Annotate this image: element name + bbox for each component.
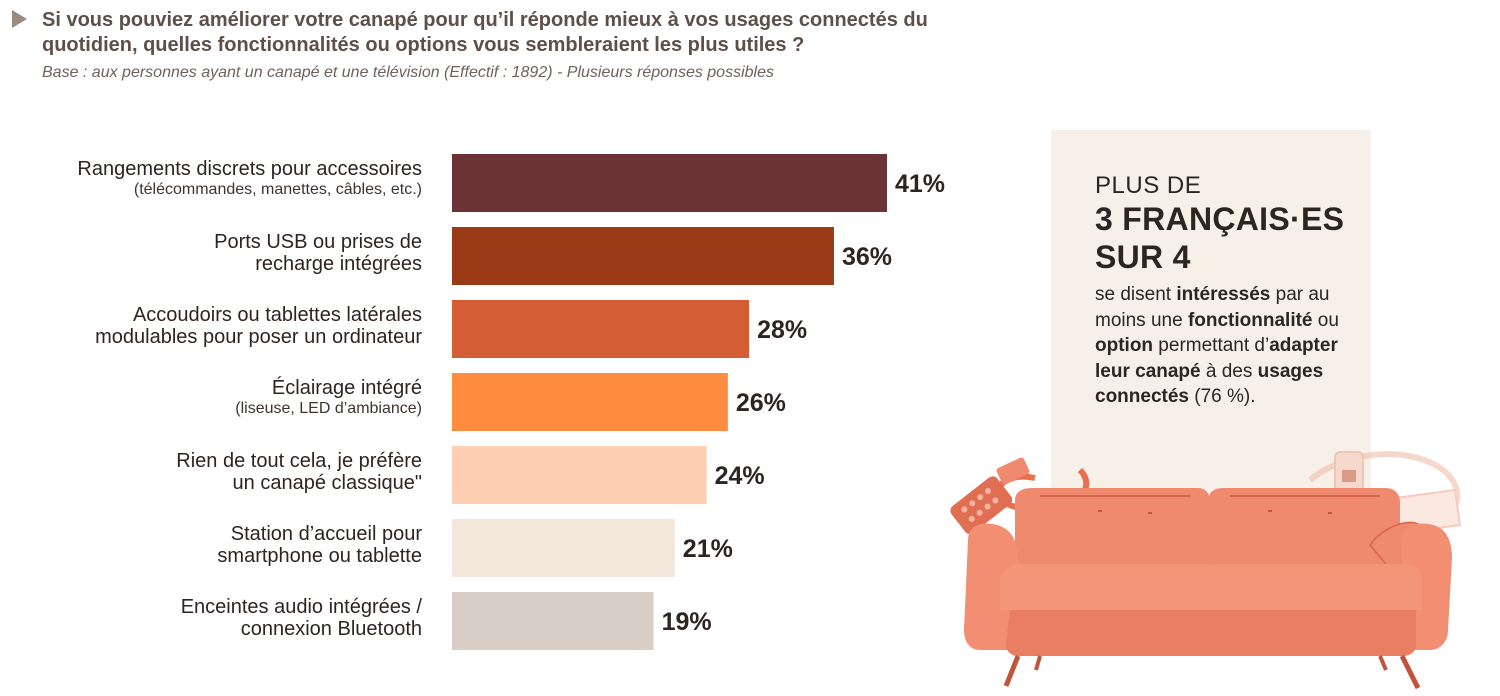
value-label: 24% bbox=[715, 462, 765, 490]
highlight-desc-part: par au moins une bbox=[1095, 284, 1330, 331]
category-label: Accoudoirs ou tablettes latérales modulab… bbox=[0, 304, 422, 348]
sofa-icon bbox=[964, 488, 1452, 690]
category-label-line2: modulables pour poser un ordinateur bbox=[95, 326, 422, 348]
survey-base: Base : aux personnes ayant un canapé et … bbox=[42, 64, 774, 81]
value-label: 41% bbox=[895, 170, 945, 198]
bar bbox=[452, 519, 675, 577]
category-label-line2: (télécommandes, manettes, câbles, etc.) bbox=[133, 181, 422, 198]
category-label-line2: un canapé classique" bbox=[232, 472, 422, 494]
bullet-arrow-icon bbox=[12, 10, 27, 28]
category-label: Éclairage intégré (liseuse, LED d’ambianc… bbox=[0, 377, 422, 418]
category-label-line2: connexion Bluetooth bbox=[240, 618, 422, 640]
highlight-line3: SUR 4 bbox=[1095, 239, 1191, 275]
bar bbox=[452, 446, 707, 504]
value-label: 28% bbox=[757, 316, 807, 344]
survey-question: Si vous pouviez améliorer votre canapé p… bbox=[42, 9, 928, 56]
category-label-line1: Station d’accueil pour bbox=[230, 523, 422, 545]
highlight-desc-part: fonctionnalité bbox=[1187, 309, 1313, 331]
bar bbox=[452, 227, 834, 285]
highlight-box bbox=[1051, 130, 1371, 530]
bar-chart: 41% 36% 28% 26% 24% 21% 19% bbox=[452, 154, 945, 650]
value-label: 36% bbox=[842, 243, 892, 271]
category-label-line1: Enceintes audio intégrées / bbox=[180, 596, 422, 618]
highlight-desc-part: adapter leur canapé bbox=[1095, 335, 1338, 382]
bar bbox=[452, 592, 654, 650]
highlight-text: PLUS DE 3 FRANÇAIS·ES SUR 4 se disent in… bbox=[1095, 172, 1355, 410]
bar bbox=[452, 300, 750, 358]
category-label: Enceintes audio intégrées / connexion Blu… bbox=[0, 596, 422, 640]
category-label-line1: Éclairage intégré bbox=[271, 377, 422, 399]
value-label: 21% bbox=[683, 535, 733, 563]
value-label: 26% bbox=[736, 389, 786, 417]
bar bbox=[452, 373, 728, 431]
category-label: Ports USB ou prises de recharge intégrées bbox=[0, 231, 422, 275]
value-label: 19% bbox=[662, 608, 712, 636]
highlight-desc-part: permettant d’ bbox=[1153, 335, 1270, 356]
category-label-line1: Rangements discrets pour accessoires bbox=[77, 158, 422, 180]
category-label: Rien de tout cela, je préfère un canapé c… bbox=[0, 450, 422, 494]
category-label: Station d’accueil pour smartphone ou tabl… bbox=[0, 523, 422, 567]
category-label-line2: recharge intégrées bbox=[255, 253, 422, 275]
category-label-line1: Accoudoirs ou tablettes latérales bbox=[132, 304, 422, 326]
highlight-desc-part: ou bbox=[1312, 309, 1339, 331]
highlight-desc-part: usages connectés bbox=[1095, 360, 1324, 408]
highlight-line1: PLUS DE bbox=[1095, 172, 1202, 199]
category-label-line2: (liseuse, LED d’ambiance) bbox=[235, 400, 422, 417]
highlight-desc-part: se disent bbox=[1095, 284, 1177, 305]
highlight-line2: 3 FRANÇAIS·ES bbox=[1095, 201, 1345, 237]
category-label-line2: smartphone ou tablette bbox=[217, 545, 422, 567]
highlight-desc-part: à des bbox=[1200, 360, 1258, 382]
category-label-line1: Ports USB ou prises de bbox=[214, 231, 422, 253]
sofa-illustration bbox=[950, 451, 1462, 690]
highlight-desc-part: option bbox=[1095, 335, 1154, 356]
highlight-description: se disent intéressés par au moins une fo… bbox=[1095, 282, 1355, 410]
remote-control-icon bbox=[950, 476, 1013, 535]
bar bbox=[452, 154, 887, 212]
category-label: Rangements discrets pour accessoires (tél… bbox=[0, 158, 422, 199]
highlight-desc-part: (76 %). bbox=[1188, 386, 1256, 407]
category-label-line1: Rien de tout cela, je préfère bbox=[176, 450, 422, 472]
highlight-desc-part: intéressés bbox=[1176, 284, 1271, 305]
